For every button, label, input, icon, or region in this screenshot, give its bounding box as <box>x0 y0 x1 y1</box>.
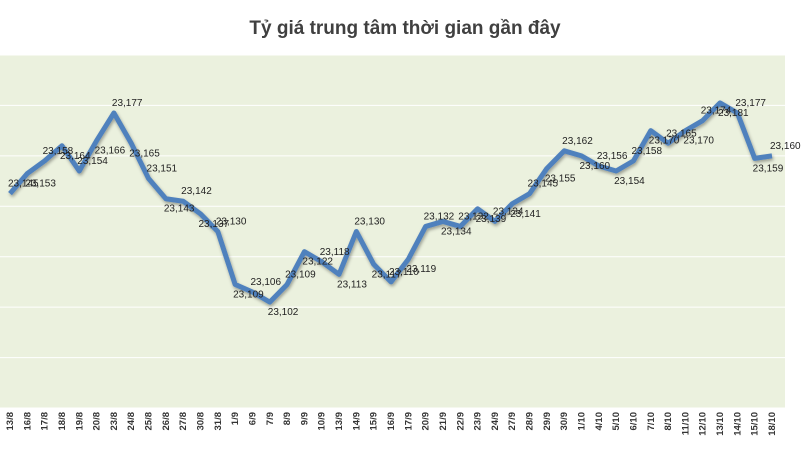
data-label: 23,162 <box>562 136 593 147</box>
chart-title: Tỷ giá trung tâm thời gian gần đây <box>249 18 561 39</box>
data-label: 23,137 <box>199 219 230 230</box>
x-tick-label: 18/10 <box>767 412 778 436</box>
data-label: 23,130 <box>354 217 385 228</box>
x-tick-label: 16/9 <box>386 412 397 431</box>
x-tick-label: 26/8 <box>161 412 172 431</box>
data-label: 23,153 <box>25 179 56 190</box>
x-tick-label: 23/8 <box>109 412 120 431</box>
x-tick-label: 4/10 <box>594 412 605 431</box>
data-label: 23,118 <box>320 247 350 258</box>
x-tick-label: 27/9 <box>507 412 518 431</box>
data-label: 23,102 <box>268 307 299 318</box>
x-tick-label: 8/10 <box>663 412 674 431</box>
x-tick-label: 25/8 <box>144 412 155 431</box>
data-label: 23,158 <box>43 146 74 157</box>
data-label: 23,177 <box>112 98 143 109</box>
data-label: 23,109 <box>233 289 264 300</box>
x-tick-label: 14/10 <box>732 412 743 436</box>
x-tick-label: 13/8 <box>5 412 16 431</box>
data-label: 23,166 <box>95 146 126 157</box>
x-tick-label: 17/8 <box>40 412 51 431</box>
x-tick-label: 6/9 <box>247 412 258 425</box>
x-tick-label: 15/9 <box>369 412 380 431</box>
x-tick-label: 16/8 <box>22 412 33 431</box>
x-tick-label: 20/8 <box>92 412 103 431</box>
data-label: 23,142 <box>181 186 212 197</box>
x-tick-label: 15/10 <box>750 412 761 436</box>
data-label: 23,132 <box>424 211 455 222</box>
data-label: 23,177 <box>735 98 766 109</box>
data-label: 23,156 <box>597 151 628 162</box>
data-label: 23,158 <box>631 146 662 157</box>
x-tick-label: 12/10 <box>698 412 709 436</box>
data-label: 23,151 <box>147 164 178 175</box>
x-tick-label: 5/10 <box>611 412 622 431</box>
data-label: 23,117 <box>372 269 402 280</box>
data-label: 23,155 <box>545 173 576 184</box>
x-tick-label: 30/9 <box>559 412 570 431</box>
x-tick-label: 24/8 <box>126 412 137 431</box>
data-label: 23,170 <box>683 136 714 147</box>
x-tick-label: 1/9 <box>230 412 241 425</box>
data-label: 23,143 <box>164 204 195 215</box>
x-tick-label: 24/9 <box>490 412 501 431</box>
x-tick-label: 1/10 <box>577 412 588 431</box>
line-series <box>8 100 773 305</box>
data-label: 23,122 <box>302 257 333 268</box>
x-tick-label: 23/9 <box>473 412 484 431</box>
data-label: 23,181 <box>718 108 749 119</box>
data-label: 23,160 <box>770 141 801 152</box>
x-tick-label: 31/8 <box>213 412 224 431</box>
x-tick-label: 20/9 <box>421 412 432 431</box>
data-label: 23,174 <box>701 106 732 117</box>
data-label: 23,141 <box>510 209 541 220</box>
x-tick-label: 29/9 <box>542 412 553 431</box>
x-tick-label: 8/9 <box>282 412 293 425</box>
x-tick-label: 10/9 <box>317 412 328 431</box>
data-label: 23,109 <box>285 269 316 280</box>
data-label: 23,145 <box>8 179 39 190</box>
data-label: 23,154 <box>614 176 645 187</box>
x-tick-label: 6/10 <box>628 412 639 431</box>
x-tick-label: 21/9 <box>438 412 449 431</box>
x-tick-label: 14/9 <box>351 412 362 431</box>
x-tick-label: 30/8 <box>196 412 207 431</box>
data-label: 23,110 <box>389 267 419 278</box>
data-label: 23,134 <box>493 206 524 217</box>
x-tick-label: 13/10 <box>715 412 726 436</box>
data-label: 23,106 <box>250 277 281 288</box>
x-tick-label: 11/10 <box>680 412 691 435</box>
x-tick-label: 28/9 <box>525 412 536 431</box>
x-tick-label: 13/9 <box>334 412 345 431</box>
data-label: 23,165 <box>129 148 160 159</box>
x-tick-label: 7/10 <box>646 412 657 431</box>
x-tick-label: 18/8 <box>57 412 68 431</box>
data-label: 23,159 <box>753 163 784 174</box>
data-label: 23,165 <box>666 128 697 139</box>
data-label: 23,160 <box>580 161 611 172</box>
data-label: 23,164 <box>60 151 91 162</box>
x-tick-label: 7/9 <box>265 412 276 425</box>
x-tick-label: 17/9 <box>403 412 414 431</box>
data-label: 23,130 <box>216 217 247 228</box>
x-tick-label: 19/8 <box>74 412 85 431</box>
data-label: 23,134 <box>441 226 472 237</box>
data-label: 23,132 <box>458 211 489 222</box>
plot-area <box>0 55 785 408</box>
data-label: 23,145 <box>528 179 559 190</box>
x-tick-label: 27/8 <box>178 412 189 431</box>
x-tick-label: 22/9 <box>455 412 466 431</box>
data-label: 23,119 <box>406 264 436 275</box>
x-tick-label: 9/9 <box>299 412 310 425</box>
data-label: 23,170 <box>649 136 680 147</box>
data-label: 23,154 <box>77 156 108 167</box>
data-label: 23,113 <box>337 279 367 290</box>
data-label: 23,139 <box>476 214 507 225</box>
